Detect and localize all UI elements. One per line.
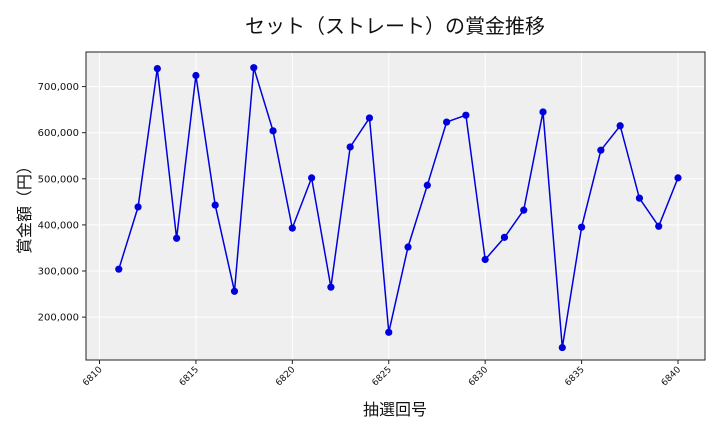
data-point <box>173 234 181 242</box>
data-point <box>192 71 200 80</box>
y-tick-label: 200,000 <box>38 313 79 324</box>
data-point <box>635 194 644 202</box>
data-point <box>539 108 547 116</box>
data-point <box>577 223 586 231</box>
chart-title: セット（ストレート）の賞金推移 <box>245 14 545 38</box>
y-axis-label: 賞金額（円） <box>15 158 34 254</box>
data-point <box>558 343 566 352</box>
data-point <box>385 328 393 336</box>
plot-area <box>86 52 705 360</box>
series-line <box>118 67 679 348</box>
data-point <box>230 287 239 295</box>
data-point <box>288 224 296 232</box>
data-point <box>153 64 161 73</box>
data-point <box>481 255 489 264</box>
x-tick-label: 6830 <box>467 365 490 388</box>
data-point <box>250 64 258 72</box>
grid-lines <box>86 52 705 360</box>
data-point <box>520 206 528 214</box>
x-tick-label: 6825 <box>371 365 394 388</box>
data-point <box>655 222 663 230</box>
y-tick-label: 500,000 <box>38 174 79 185</box>
y-axis: 200,000 300,000 400,000 500,000 600,000 700,0… <box>38 82 86 324</box>
data-point <box>443 118 451 126</box>
x-tick-label: 6815 <box>178 365 201 388</box>
plot-frame <box>85 51 706 361</box>
data-point <box>500 233 509 241</box>
x-axis-label: 抽選回号 <box>362 400 427 419</box>
x-tick-label: 6820 <box>274 365 297 388</box>
data-point <box>423 181 431 189</box>
data-point <box>597 146 605 154</box>
x-axis: 6810 6815 6820 6825 6830 6835 6840 <box>81 360 683 388</box>
y-tick-label: 600,000 <box>38 128 79 139</box>
data-point <box>134 203 142 211</box>
data-point <box>346 143 354 151</box>
data-point <box>365 114 374 122</box>
data-point <box>462 111 470 119</box>
x-tick-label: 6835 <box>563 365 586 388</box>
data-point <box>404 243 412 251</box>
y-tick-label: 300,000 <box>38 267 79 278</box>
data-point <box>269 127 277 135</box>
data-point <box>674 174 682 182</box>
x-tick-label: 6840 <box>660 365 683 388</box>
data-point <box>308 174 316 182</box>
data-point <box>327 283 335 291</box>
y-tick-label: 400,000 <box>38 220 79 231</box>
x-tick-label: 6810 <box>81 365 104 388</box>
y-tick-label: 700,000 <box>38 82 79 93</box>
data-point <box>211 201 219 209</box>
data-series <box>115 64 682 352</box>
data-point <box>616 122 624 130</box>
data-point <box>115 265 123 273</box>
